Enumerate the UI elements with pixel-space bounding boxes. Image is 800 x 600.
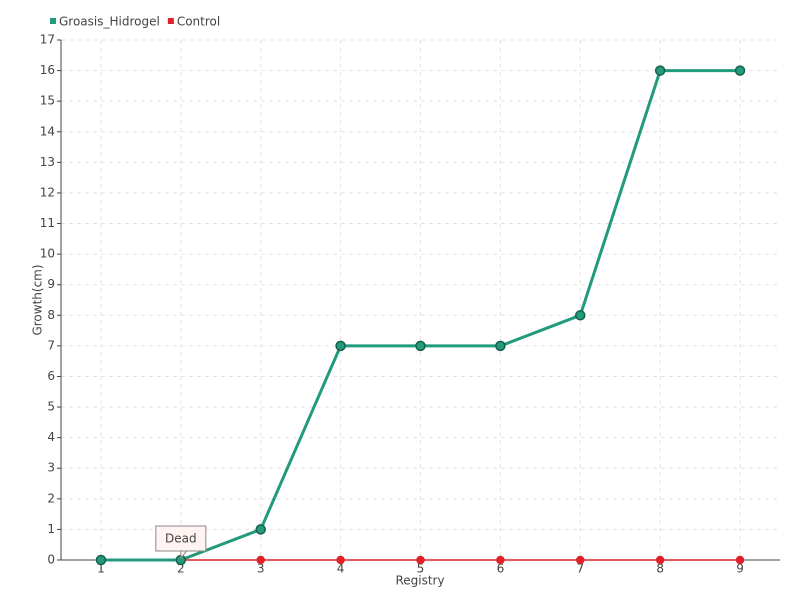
data-point: [654, 65, 666, 76]
y-tick-label: 1: [47, 522, 55, 536]
legend-swatch: [50, 18, 56, 24]
annotation-text: Dead: [165, 532, 197, 546]
y-tick-label: 13: [40, 155, 55, 169]
y-tick-label: 3: [47, 461, 55, 475]
data-point: [655, 555, 665, 565]
annotation-box: [155, 525, 207, 552]
data-point: [256, 555, 265, 565]
data-point: [335, 340, 346, 352]
data-point: [496, 555, 505, 565]
y-tick-label: 9: [47, 277, 55, 291]
data-point: [415, 340, 426, 352]
legend-label: Control: [177, 15, 220, 29]
x-tick-label: 9: [736, 562, 744, 576]
y-tick-label: 8: [47, 308, 55, 322]
data-point: [575, 310, 586, 321]
y-tick-label: 5: [47, 400, 55, 414]
data-point: [416, 555, 425, 565]
x-tick-label: 1: [97, 562, 105, 576]
y-tick-label: 7: [47, 338, 55, 352]
y-tick-label: 17: [40, 33, 55, 47]
data-point: [735, 555, 745, 565]
y-tick-label: 15: [40, 94, 55, 108]
annotation: Dead: [155, 525, 207, 560]
x-axis-label: Registry: [395, 574, 444, 588]
x-tick-label: 5: [417, 562, 425, 576]
data-point: [336, 555, 345, 565]
data-point: [495, 340, 506, 352]
y-tick-label: 14: [40, 124, 55, 138]
data-point: [734, 65, 746, 76]
y-axis-label: Growth(cm): [31, 264, 45, 335]
annotation-pointer: [180, 550, 188, 560]
y-tick-label: 0: [47, 553, 55, 567]
y-tick-label: 12: [40, 185, 55, 199]
data-point: [255, 524, 266, 535]
x-tick-label: 6: [497, 562, 505, 576]
y-tick-label: 6: [47, 369, 55, 383]
y-tick-label: 4: [47, 430, 55, 444]
y-tick-label: 2: [47, 491, 55, 505]
x-tick-label: 4: [337, 562, 345, 576]
x-tick-label: 3: [257, 562, 265, 576]
y-tick-label: 16: [40, 63, 55, 77]
y-tick-label: 10: [40, 247, 55, 261]
data-point: [95, 554, 107, 566]
legend-label: Groasis_Hidrogel: [59, 15, 160, 29]
y-tick-label: 11: [40, 216, 55, 230]
x-tick-label: 7: [576, 562, 584, 576]
legend-swatch: [167, 18, 174, 24]
data-point: [576, 555, 585, 565]
x-tick-label: 2: [177, 562, 185, 576]
x-tick-label: 8: [656, 562, 664, 576]
